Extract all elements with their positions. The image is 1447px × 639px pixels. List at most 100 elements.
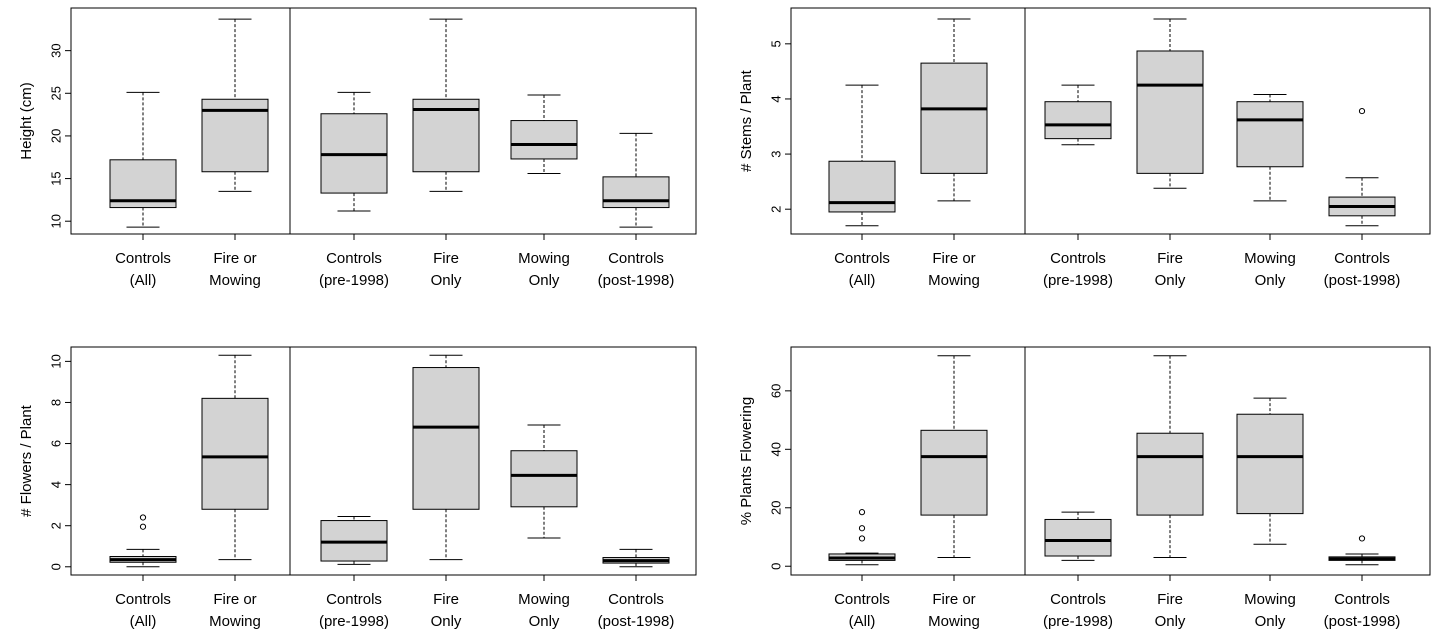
chart-panel-3: 0 2 4 6 8 10 # Flowers / Plant Controls (All) Fir… [18, 346, 697, 630]
iqr-box [412, 98, 480, 173]
category-label-line: Controls [1334, 250, 1390, 267]
category-label: Fire Only [1155, 250, 1186, 289]
y-tick-label: 2 [768, 206, 783, 213]
category-label: Controls (post-1998) [598, 250, 675, 289]
boxplot-2 [201, 354, 269, 561]
outlier-point [1358, 535, 1366, 542]
category-label: Controls (All) [115, 591, 171, 630]
category-label: Fire Only [1155, 591, 1186, 630]
panel-frame-right [289, 7, 697, 235]
category-label-line: (post-1998) [1324, 613, 1401, 630]
category-label-line: Fire or [932, 591, 975, 608]
boxplot-6 [1328, 107, 1396, 227]
category-label-line: Only [1255, 613, 1286, 630]
boxplot-1 [828, 509, 896, 566]
boxplot-3 [1044, 511, 1112, 561]
category-label-line: (post-1998) [1324, 272, 1401, 289]
category-label: Controls (pre-1998) [1043, 250, 1113, 289]
category-label-line: Controls [834, 591, 890, 608]
category-label-line: Mowing [928, 613, 980, 630]
boxplot-6 [602, 548, 670, 568]
category-label: Controls (pre-1998) [319, 250, 389, 289]
category-label: Controls (post-1998) [1324, 591, 1401, 630]
iqr-box [1044, 101, 1112, 140]
iqr-box [1136, 432, 1204, 516]
iqr-box [920, 429, 988, 516]
outlier-point [858, 525, 866, 532]
category-label-line: Mowing [928, 272, 980, 289]
outlier-point [139, 514, 147, 521]
boxplot-2 [920, 18, 988, 202]
y-tick-label: 10 [48, 214, 63, 228]
iqr-box [920, 62, 988, 174]
boxplot-5 [1236, 397, 1304, 545]
y-axis-label: # Flowers / Plant [18, 404, 35, 517]
category-label-line: Fire [433, 591, 459, 608]
iqr-box [602, 176, 670, 209]
iqr-box [828, 160, 896, 213]
category-label-line: Mowing [1244, 250, 1296, 267]
y-tick-label: 4 [48, 481, 63, 488]
category-label-line: Only [1155, 613, 1186, 630]
boxplot-3 [320, 515, 388, 565]
category-label-line: Controls [326, 250, 382, 267]
iqr-box [201, 397, 269, 510]
y-axis-label: Height (cm) [18, 82, 35, 160]
boxplot-4 [1136, 355, 1204, 558]
outlier-point [858, 535, 866, 542]
y-tick-label: 0 [768, 563, 783, 570]
y-tick-label: 2 [48, 522, 63, 529]
category-label-line: Only [1155, 272, 1186, 289]
panel-frame-right [1024, 346, 1431, 576]
category-label: Controls (pre-1998) [1043, 591, 1113, 630]
category-label-line: Only [431, 613, 462, 630]
category-label-line: Controls [1334, 591, 1390, 608]
category-label-line: Controls [1050, 591, 1106, 608]
boxplot-5 [1236, 94, 1304, 202]
category-label: Controls (All) [115, 250, 171, 289]
category-label-line: Only [529, 613, 560, 630]
category-label-line: Only [529, 272, 560, 289]
category-label-line: Only [431, 272, 462, 289]
boxplot-1 [109, 514, 177, 568]
boxplot-4 [412, 18, 480, 192]
category-label-line: Fire or [932, 250, 975, 267]
category-label-line: Mowing [209, 613, 261, 630]
category-label: Controls (All) [834, 591, 890, 630]
y-tick-label: 15 [48, 171, 63, 185]
boxplot-2 [920, 355, 988, 558]
category-label: Fire or Mowing [928, 591, 980, 630]
category-label-line: Mowing [518, 591, 570, 608]
category-label: Controls (All) [834, 250, 890, 289]
category-label-line: (post-1998) [598, 613, 675, 630]
boxplot-4 [412, 354, 480, 561]
outlier-point [858, 509, 866, 516]
category-label: Fire or Mowing [928, 250, 980, 289]
y-axis-label: # Stems / Plant [738, 69, 755, 172]
panel-frame-right [1024, 7, 1431, 235]
category-label-line: (post-1998) [598, 272, 675, 289]
y-tick-label: 30 [48, 43, 63, 57]
category-label-line: Fire [433, 250, 459, 267]
category-label-line: Only [1255, 272, 1286, 289]
y-tick-label: 3 [768, 150, 783, 157]
panel-frame-right [289, 346, 697, 576]
category-label-line: Mowing [1244, 591, 1296, 608]
category-label-line: (pre-1998) [319, 272, 389, 289]
category-label-line: Controls [115, 250, 171, 267]
category-label-line: Controls [326, 591, 382, 608]
boxplot-6 [1328, 535, 1396, 566]
category-label: Fire or Mowing [209, 250, 261, 289]
category-label-line: Fire or [213, 591, 256, 608]
category-label: Mowing Only [1244, 591, 1296, 630]
category-label: Mowing Only [518, 250, 570, 289]
outlier-point [1358, 107, 1366, 115]
category-label: Fire Only [431, 250, 462, 289]
chart-panel-1: 10 15 20 25 30 Height (cm) Controls (All) Fire o… [18, 7, 697, 289]
y-tick-label: 8 [48, 399, 63, 406]
y-tick-label: 0 [48, 563, 63, 570]
panel-frame-left [790, 7, 1026, 235]
category-label: Controls (post-1998) [598, 591, 675, 630]
category-label-line: (pre-1998) [1043, 613, 1113, 630]
